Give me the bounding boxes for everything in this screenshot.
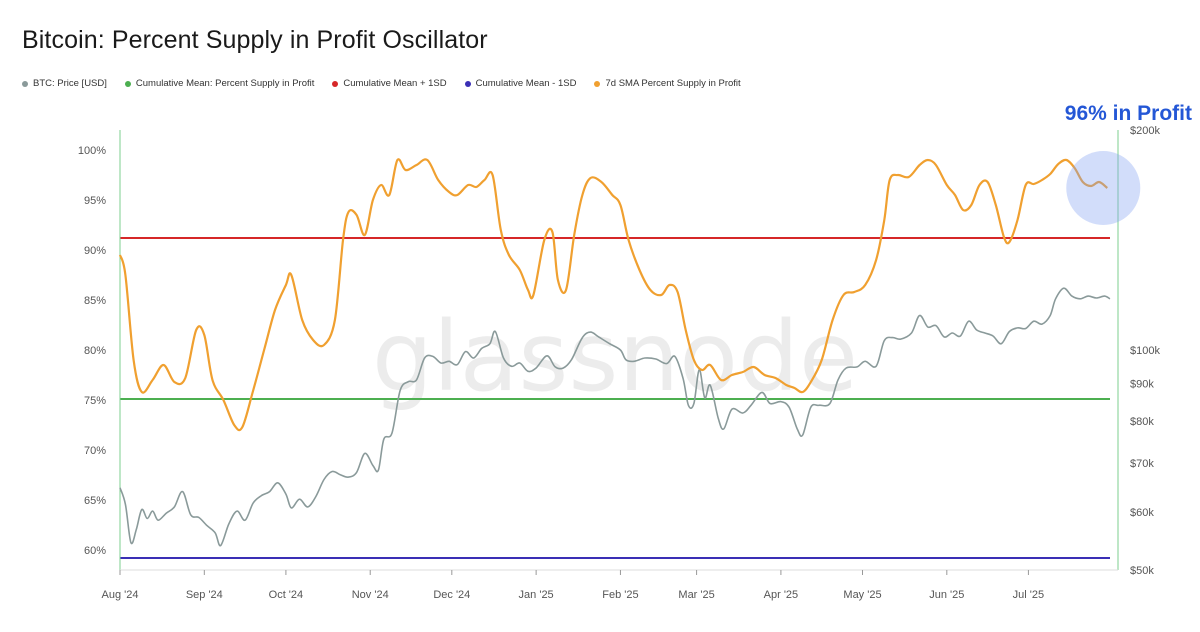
legend-dot-icon: [332, 80, 339, 87]
legend-dot-icon: [124, 80, 131, 87]
legend-item-mean-minus-1sd[interactable]: Cumulative Mean - 1SD: [464, 78, 577, 89]
legend-label: Cumulative Mean - 1SD: [475, 78, 577, 89]
legend-item-7d-sma[interactable]: 7d SMA Percent Supply in Profit: [594, 78, 741, 89]
legend-dot-icon: [594, 80, 601, 87]
x-tick-label: Jul '25: [1013, 589, 1044, 601]
y-left-tick-label: 90%: [84, 245, 106, 257]
x-tick-label: Oct '24: [269, 589, 304, 601]
legend-label: 7d SMA Percent Supply in Profit: [605, 78, 741, 89]
y-left-tick-label: 75%: [84, 395, 106, 407]
legend-item-btc-price[interactable]: BTC: Price [USD]: [22, 78, 107, 89]
y-left-tick-label: 65%: [84, 495, 106, 507]
legend-label: BTC: Price [USD]: [33, 78, 107, 89]
reference-lines: [120, 237, 1110, 559]
y-left-tick-label: 95%: [84, 195, 106, 207]
chart-title: Bitcoin: Percent Supply in Profit Oscill…: [22, 26, 488, 54]
legend-dot-icon: [464, 80, 471, 87]
legend-label: Cumulative Mean: Percent Supply in Profi…: [135, 78, 315, 89]
axes: 60% 65% 70% 75% 80% 85% 90% 95% 100% $50k $60k $70k…: [78, 125, 1161, 601]
x-tick-label: May '25: [843, 589, 881, 601]
y-left-tick-label: 70%: [84, 445, 106, 457]
y-right-tick-label: $80k: [1130, 416, 1154, 428]
series-line-btc-price-usd-: [119, 287, 1111, 547]
profit-callout: 96% in Profit: [1064, 102, 1192, 125]
x-tick-label: Feb '25: [602, 589, 638, 601]
y-right-tick-label: $60k: [1130, 507, 1154, 519]
legend-label: Cumulative Mean + 1SD: [343, 78, 447, 89]
series-line-7d-sma-percent-supply-in-profit: [118, 158, 1108, 432]
x-tick-label: Apr '25: [764, 589, 799, 601]
series-layer: [118, 158, 1111, 547]
watermark: glassnode: [372, 301, 858, 413]
legend-dot-icon: [22, 80, 28, 87]
y-left-tick-label: 85%: [84, 295, 106, 307]
x-tick-label: Mar '25: [678, 589, 714, 601]
x-tick-label: Sep '24: [186, 589, 223, 601]
y-right-tick-label: $90k: [1130, 378, 1154, 390]
x-tick-label: Nov '24: [352, 589, 389, 601]
latest-value-highlight: [1066, 151, 1141, 225]
y-right-tick-label: $100k: [1130, 345, 1160, 357]
highlight-layer: [1066, 151, 1141, 225]
x-tick-label: Dec '24: [433, 589, 470, 601]
y-right-tick-label: $50k: [1130, 565, 1154, 577]
y-left-tick-label: 60%: [84, 545, 106, 557]
y-left-tick-label: 100%: [78, 145, 106, 157]
legend-item-mean-plus-1sd[interactable]: Cumulative Mean + 1SD: [332, 78, 447, 89]
legend-item-cumulative-mean[interactable]: Cumulative Mean: Percent Supply in Profi…: [124, 78, 315, 89]
x-tick-label: Aug '24: [102, 589, 139, 601]
y-right-tick-label: $200k: [1130, 125, 1160, 137]
chart-legend: BTC: Price [USD] Cumulative Mean: Percen…: [22, 78, 741, 89]
y-right-tick-label: $70k: [1130, 458, 1154, 470]
x-tick-label: Jun '25: [929, 589, 964, 601]
x-tick-label: Jan '25: [519, 589, 554, 601]
y-left-tick-label: 80%: [84, 345, 106, 357]
